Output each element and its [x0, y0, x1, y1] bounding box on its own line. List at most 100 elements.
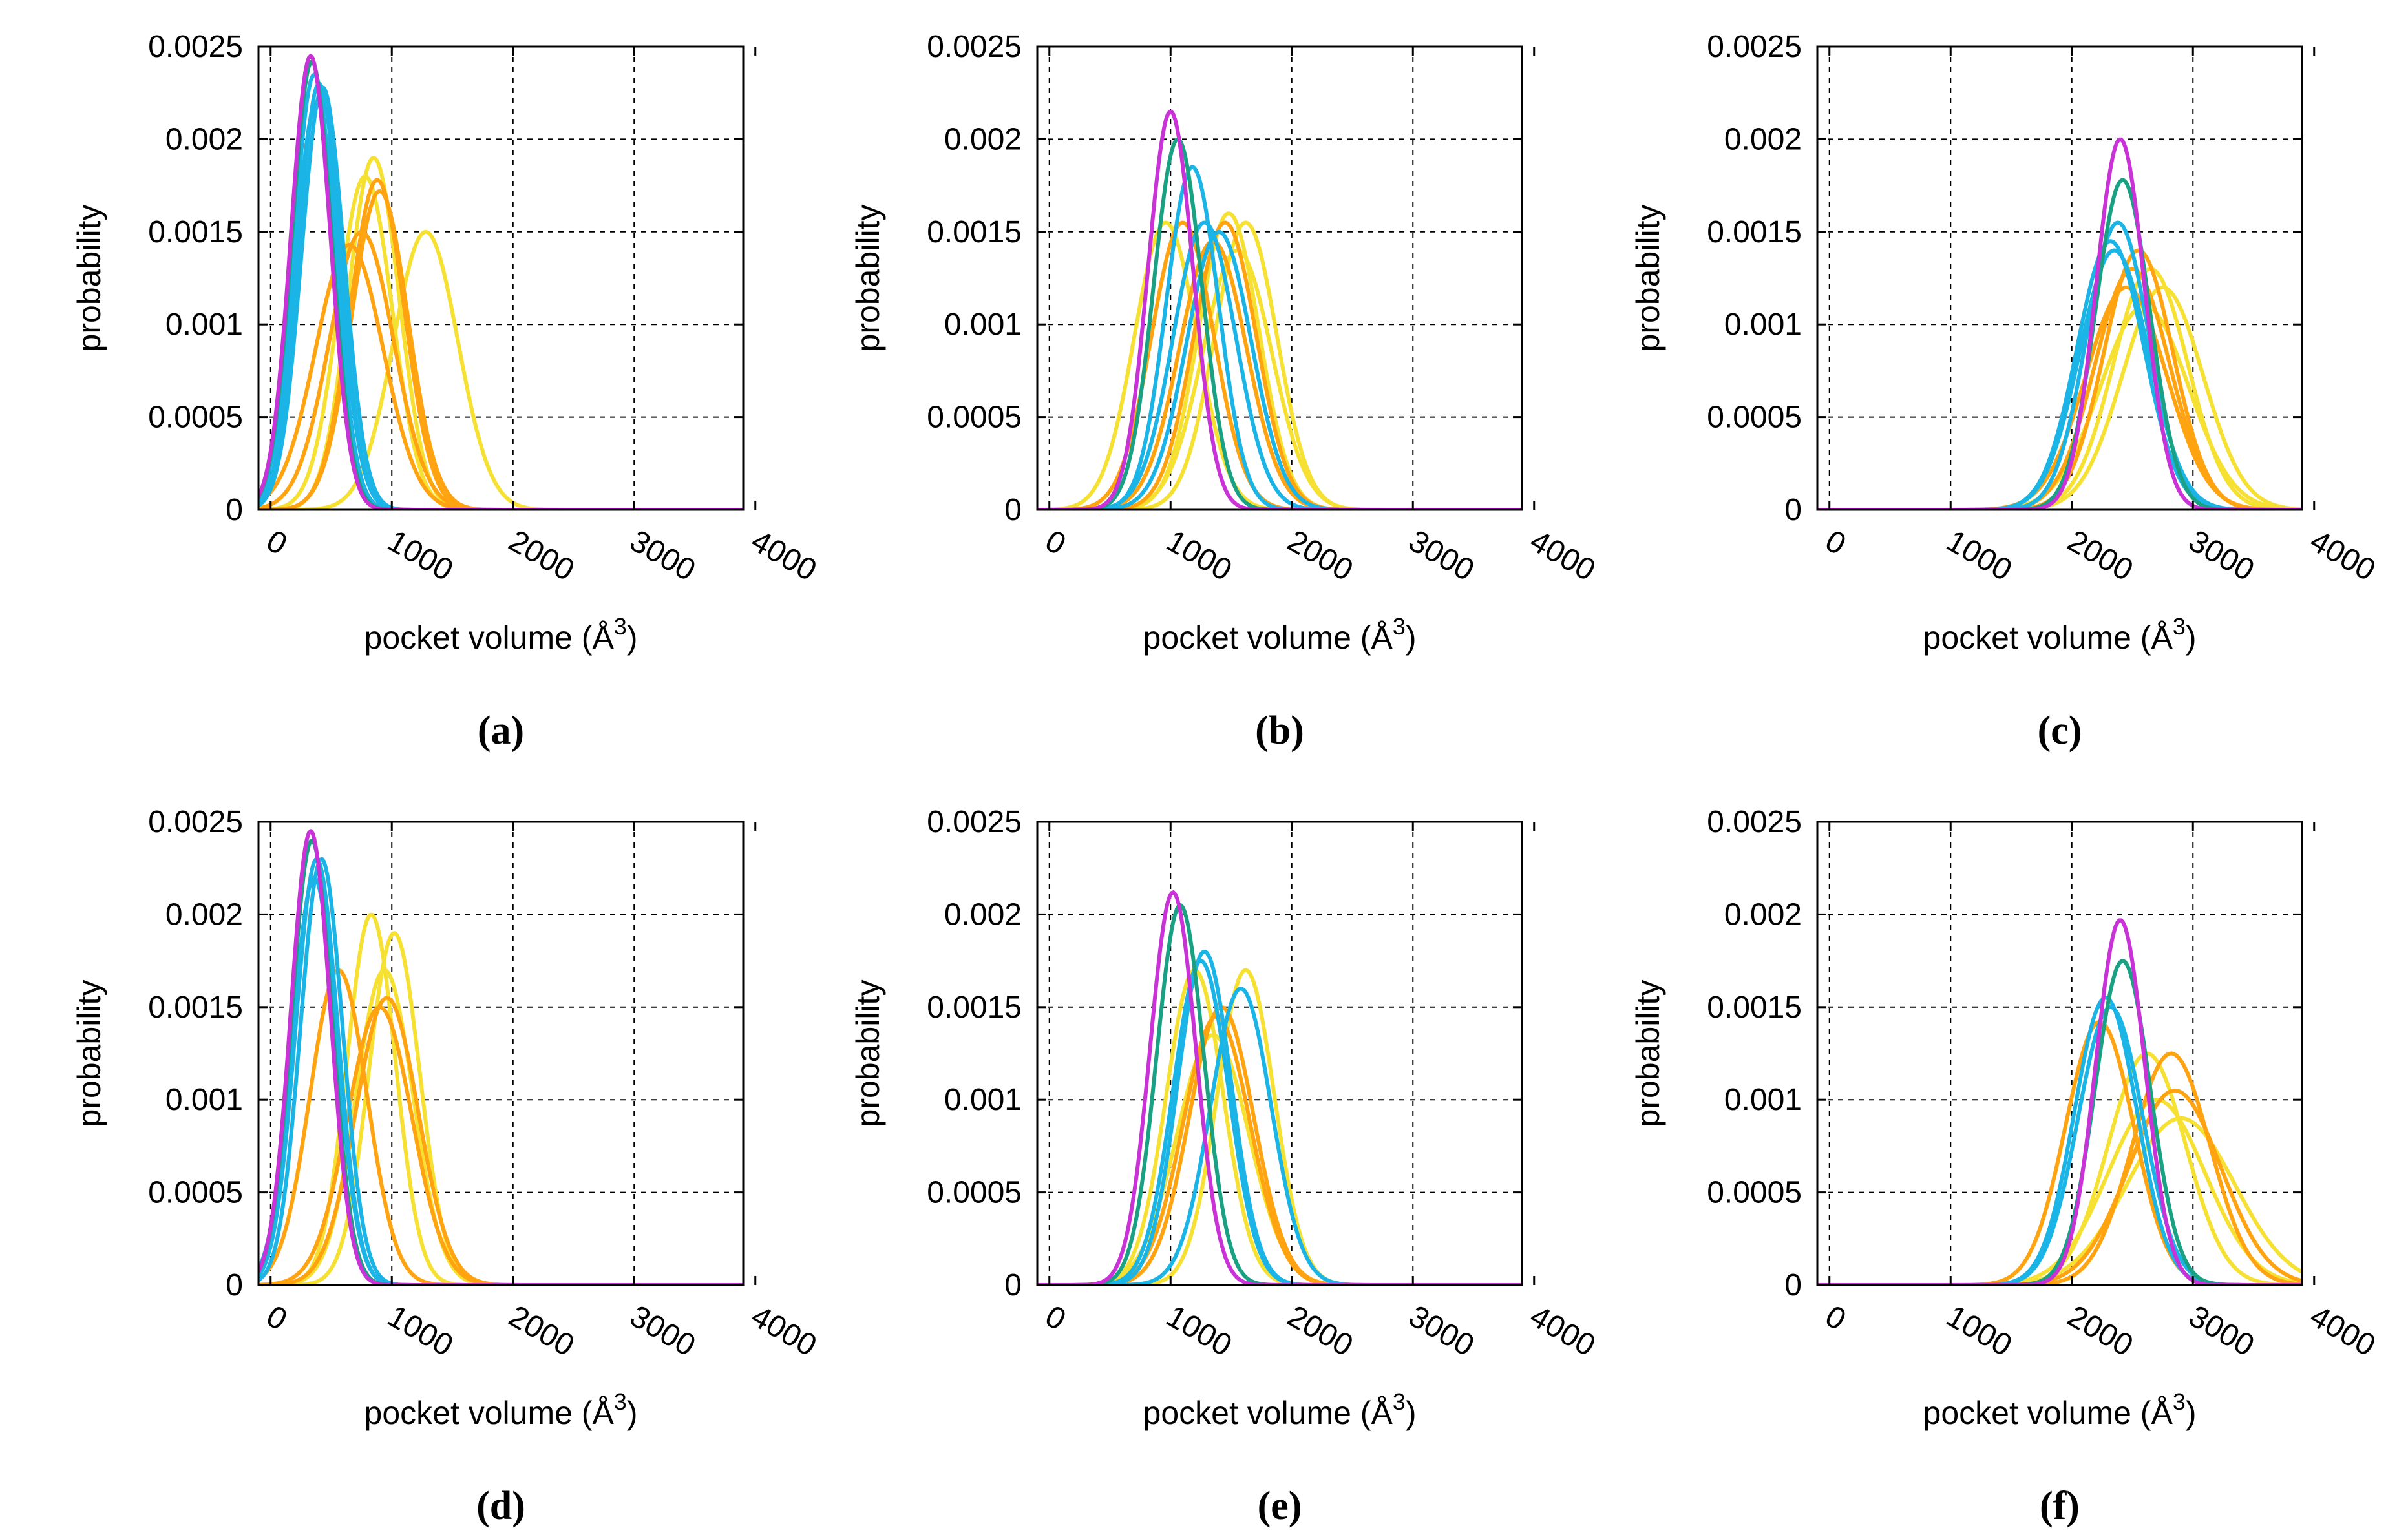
y-axis-title: probability — [850, 205, 886, 352]
series-line-magenta — [259, 54, 743, 510]
y-axis-title: probability — [1630, 980, 1666, 1127]
x-axis-title-main: pocket volume (Å — [364, 1395, 615, 1431]
x-tick-label: 2000 — [503, 524, 580, 588]
chart-panel-c: 0 0.0005 0.001 0.0015 0.002 0.0025 0 1000 2000 30… — [1630, 30, 2381, 753]
panel-label: (e) — [1258, 1484, 1302, 1528]
y-tick-label: 0.0005 — [927, 401, 1022, 435]
series-line-orange — [259, 1005, 743, 1285]
y-axis-title: probability — [1630, 205, 1666, 352]
x-tick-label: 3000 — [1403, 524, 1480, 588]
y-tick-label: 0.001 — [1724, 1083, 1802, 1117]
series-line-magenta — [259, 829, 743, 1285]
y-tick-label: 0 — [226, 1268, 243, 1302]
series-line-cyan — [259, 857, 743, 1285]
y-tick-label: 0.0005 — [148, 1176, 243, 1210]
x-axis-title-end: ) — [2186, 620, 2197, 656]
x-axis-title-main: pocket volume (Å — [1143, 1395, 1393, 1431]
series-line-orange — [1817, 1051, 2302, 1285]
y-tick-label: 0.0015 — [1707, 215, 1802, 249]
x-tick-label: 3000 — [2183, 524, 2260, 588]
x-axis-title-main: pocket volume (Å — [1143, 620, 1393, 656]
y-tick-label: 0.0015 — [927, 990, 1022, 1025]
x-axis-title-superscript: 3 — [1393, 1388, 1406, 1415]
x-axis-title: pocket volume (Å3) — [1923, 613, 2197, 656]
x-tick-label: 4000 — [1524, 1299, 1601, 1363]
y-tick-label: 0.001 — [1724, 308, 1802, 342]
y-tick-label: 0.002 — [165, 897, 243, 932]
series-line-cyan — [259, 82, 743, 510]
x-tick-label: 3000 — [624, 1299, 701, 1363]
series-group — [1037, 109, 1522, 510]
y-tick-label: 0.002 — [944, 122, 1022, 156]
x-axis-title: pocket volume (Å3) — [1923, 1388, 2197, 1431]
y-tick-label: 0 — [1004, 493, 1022, 527]
series-line-orange — [1037, 239, 1522, 510]
y-tick-label: 0.001 — [944, 1083, 1022, 1117]
y-tick-label: 0.0025 — [148, 805, 243, 839]
series-line-orange — [259, 178, 743, 510]
series-line-cyan — [1817, 220, 2302, 510]
series-line-orange — [1817, 267, 2302, 510]
y-tick-label: 0.0025 — [927, 30, 1022, 64]
x-axis-title-superscript: 3 — [1393, 613, 1406, 640]
x-tick-label: 2000 — [1282, 1299, 1358, 1363]
x-tick-label: 1000 — [1161, 524, 1238, 588]
panel-label: (b) — [1255, 709, 1304, 753]
series-line-yellow — [1817, 304, 2302, 510]
series-line-cyan — [1817, 996, 2302, 1285]
series-line-cyan — [1037, 230, 1522, 510]
y-tick-label: 0.0005 — [1707, 401, 1802, 435]
y-tick-label: 0 — [226, 493, 243, 527]
x-tick-label: 0 — [1039, 1299, 1072, 1337]
y-tick-label: 0 — [1784, 1268, 1802, 1302]
x-axis-title-end: ) — [627, 1395, 638, 1431]
y-axis-title: probability — [71, 980, 107, 1127]
series-line-magenta — [1037, 890, 1522, 1285]
x-tick-label: 4000 — [745, 524, 822, 588]
panel-label: (c) — [2038, 709, 2082, 753]
x-tick-label: 0 — [1819, 1299, 1852, 1337]
chart-panel-b: 0 0.0005 0.001 0.0015 0.002 0.0025 0 1000 2000 30… — [850, 30, 1601, 753]
series-line-cyan — [1817, 239, 2302, 510]
y-tick-label: 0 — [1004, 1268, 1022, 1302]
x-axis-title-superscript: 3 — [2173, 613, 2186, 640]
x-tick-label: 3000 — [624, 524, 701, 588]
x-axis-title-main: pocket volume (Å — [1923, 1395, 2173, 1431]
x-axis-title-superscript: 3 — [614, 1388, 627, 1415]
series-line-orange — [259, 242, 743, 510]
x-tick-label: 3000 — [2183, 1299, 2260, 1363]
series-line-cyan — [259, 85, 743, 510]
x-tick-label: 1000 — [382, 1299, 459, 1363]
series-line-yellow — [1037, 968, 1522, 1285]
x-tick-label: 1000 — [1161, 1299, 1238, 1363]
x-tick-label: 0 — [260, 524, 293, 562]
y-tick-label: 0 — [1784, 493, 1802, 527]
y-tick-label: 0.0015 — [927, 215, 1022, 249]
series-line-magenta — [1037, 109, 1522, 510]
x-tick-label: 4000 — [745, 1299, 822, 1363]
series-line-orange — [1817, 1088, 2302, 1285]
y-tick-label: 0.002 — [1724, 122, 1802, 156]
y-tick-label: 0.0025 — [927, 805, 1022, 839]
y-tick-label: 0.0025 — [1707, 805, 1802, 839]
series-line-cyan — [259, 100, 743, 510]
series-line-teal — [1817, 959, 2302, 1285]
chart-panel-a: 0 0.0005 0.001 0.0015 0.002 0.0025 0 1000 2000 30… — [71, 30, 822, 753]
chart-panel-d: 0 0.0005 0.001 0.0015 0.002 0.0025 0 1000 2000 30… — [71, 805, 822, 1528]
x-axis-title-end: ) — [627, 620, 638, 656]
panel-label: (a) — [478, 709, 524, 753]
x-axis-title-main: pocket volume (Å — [364, 620, 615, 656]
y-tick-label: 0.0005 — [148, 401, 243, 435]
plot-frame — [1816, 821, 2303, 1286]
plot-frame — [1036, 45, 1523, 511]
x-tick-label: 0 — [1819, 524, 1852, 562]
y-tick-label: 0.001 — [165, 1083, 243, 1117]
x-axis-title-superscript: 3 — [614, 613, 627, 640]
chart-panel-e: 0 0.0005 0.001 0.0015 0.002 0.0025 0 1000 2000 30… — [850, 805, 1601, 1528]
series-line-orange — [1817, 1019, 2302, 1285]
y-tick-label: 0.002 — [1724, 897, 1802, 932]
y-tick-label: 0.0015 — [1707, 990, 1802, 1025]
series-line-yellow — [1817, 285, 2302, 510]
series-line-yellow — [259, 229, 743, 510]
